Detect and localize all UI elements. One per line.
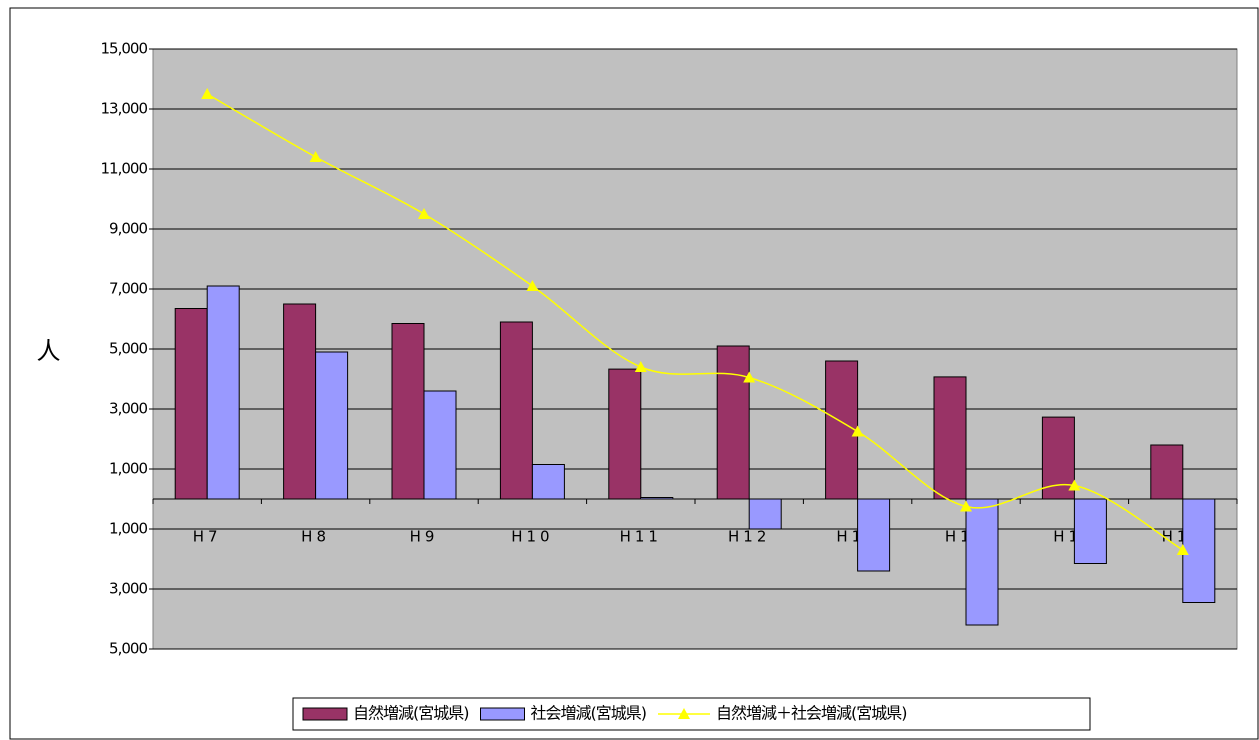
y-tick-label: 5,000 xyxy=(109,340,147,358)
bar xyxy=(423,390,457,500)
x-tick-label: H11 xyxy=(620,528,662,546)
bar xyxy=(206,285,240,500)
legend-swatch xyxy=(480,707,525,721)
x-tick-label: H7 xyxy=(193,528,222,546)
x-tick-label: H10 xyxy=(511,528,553,546)
bar xyxy=(825,360,859,500)
line-marker xyxy=(418,208,430,219)
y-tick-label: 3,000 xyxy=(109,400,147,418)
bar xyxy=(283,303,317,500)
line xyxy=(206,93,1184,551)
bar xyxy=(1150,444,1184,500)
y-axis-title: 人 xyxy=(37,337,61,365)
bar xyxy=(640,497,674,500)
bar xyxy=(499,321,533,500)
line-marker xyxy=(309,151,322,162)
bar xyxy=(965,498,999,626)
y-tick-label: 11,000 xyxy=(101,160,148,178)
line-marker xyxy=(960,500,972,512)
line-marker xyxy=(1068,479,1081,491)
bar xyxy=(391,323,425,500)
legend-swatch xyxy=(678,708,690,719)
bar xyxy=(857,498,891,572)
bar xyxy=(608,368,642,500)
y-tick-label: 15,000 xyxy=(101,40,148,58)
legend-label: 自然増減(宮城県) xyxy=(353,704,469,723)
legend-swatch xyxy=(302,707,348,721)
line-marker xyxy=(851,425,864,437)
bar xyxy=(1073,498,1107,564)
y-tick-label: 13,000 xyxy=(101,100,148,118)
y-tick-label: 9,000 xyxy=(109,220,147,238)
line-marker xyxy=(526,280,539,291)
bar xyxy=(933,376,967,500)
line-marker xyxy=(201,88,214,99)
line-marker xyxy=(743,371,756,383)
line-marker xyxy=(634,361,647,372)
y-tick-label: 7,000 xyxy=(109,280,147,298)
bar xyxy=(1182,498,1216,603)
legend-label: 社会増減(宮城県) xyxy=(531,704,647,723)
legend-label: 自然増減＋社会増減(宮城県) xyxy=(716,704,907,723)
x-tick-label: H9 xyxy=(410,528,439,546)
x-tick-label: H12 xyxy=(728,528,770,546)
y-tick-label: 1,000 xyxy=(109,460,147,478)
bar xyxy=(531,464,565,500)
bar xyxy=(315,351,349,500)
bar xyxy=(716,345,750,500)
bar xyxy=(748,498,782,530)
y-tick-label: 3,000 xyxy=(109,580,147,598)
y-tick-label: 5,000 xyxy=(109,640,147,658)
y-tick-label: 1,000 xyxy=(109,520,147,538)
x-tick-label: H8 xyxy=(301,528,330,546)
bar xyxy=(174,308,208,500)
line-marker xyxy=(1176,544,1189,555)
